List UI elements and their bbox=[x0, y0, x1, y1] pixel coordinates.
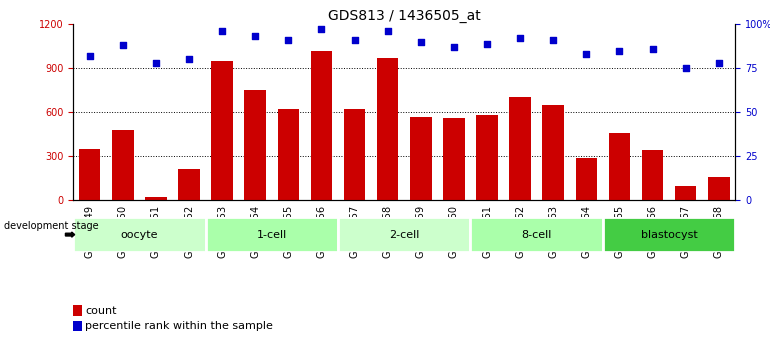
Text: GSM22656: GSM22656 bbox=[316, 205, 326, 258]
Bar bbox=[112, 130, 133, 200]
Text: GSM22666: GSM22666 bbox=[648, 205, 658, 258]
Bar bbox=[543, 105, 564, 200]
Text: 1-cell: 1-cell bbox=[256, 230, 287, 239]
Text: oocyte: oocyte bbox=[121, 230, 158, 239]
Bar bbox=[603, 217, 735, 252]
Text: GSM22660: GSM22660 bbox=[449, 205, 459, 258]
Text: count: count bbox=[85, 306, 117, 315]
Text: GSM22667: GSM22667 bbox=[681, 205, 691, 258]
Point bbox=[514, 36, 527, 41]
Bar bbox=[675, 186, 696, 200]
Text: percentile rank within the sample: percentile rank within the sample bbox=[85, 321, 273, 331]
Text: GSM22657: GSM22657 bbox=[350, 205, 360, 258]
Bar bbox=[245, 90, 266, 200]
Bar bbox=[79, 149, 100, 200]
Point bbox=[216, 28, 229, 34]
Point bbox=[713, 60, 725, 66]
Text: GSM22662: GSM22662 bbox=[515, 205, 525, 258]
Point bbox=[581, 51, 593, 57]
Bar bbox=[470, 217, 603, 252]
Bar bbox=[708, 177, 729, 200]
Bar bbox=[510, 97, 531, 200]
Text: GSM22661: GSM22661 bbox=[482, 205, 492, 258]
Text: GSM22654: GSM22654 bbox=[250, 205, 260, 258]
Text: GSM22649: GSM22649 bbox=[85, 205, 95, 258]
Point bbox=[84, 53, 96, 59]
Text: blastocyst: blastocyst bbox=[641, 230, 698, 239]
Title: GDS813 / 1436505_at: GDS813 / 1436505_at bbox=[328, 9, 480, 23]
Point bbox=[680, 66, 692, 71]
Text: GSM22655: GSM22655 bbox=[283, 205, 293, 258]
Bar bbox=[410, 117, 431, 200]
Point bbox=[647, 46, 659, 51]
Point bbox=[282, 37, 294, 43]
Point bbox=[183, 57, 196, 62]
Text: GSM22664: GSM22664 bbox=[581, 205, 591, 258]
Text: GSM22653: GSM22653 bbox=[217, 205, 227, 258]
Bar bbox=[642, 150, 663, 200]
Point bbox=[614, 48, 626, 53]
Bar bbox=[344, 109, 365, 200]
Bar bbox=[212, 61, 233, 200]
Text: GSM22652: GSM22652 bbox=[184, 205, 194, 258]
Point bbox=[149, 60, 162, 66]
Text: GSM22663: GSM22663 bbox=[548, 205, 558, 258]
Bar bbox=[311, 51, 332, 200]
Point bbox=[382, 28, 394, 34]
Text: GSM22665: GSM22665 bbox=[614, 205, 624, 258]
Point bbox=[547, 37, 560, 43]
Bar bbox=[576, 158, 597, 200]
Text: development stage: development stage bbox=[4, 221, 99, 231]
Text: GSM22651: GSM22651 bbox=[151, 205, 161, 258]
Bar bbox=[477, 115, 497, 200]
Text: GSM22659: GSM22659 bbox=[416, 205, 426, 258]
Bar bbox=[338, 217, 470, 252]
Bar bbox=[73, 217, 206, 252]
Text: GSM22658: GSM22658 bbox=[383, 205, 393, 258]
Point bbox=[480, 41, 494, 46]
Bar bbox=[609, 132, 630, 200]
Point bbox=[249, 34, 262, 39]
Point bbox=[117, 42, 129, 48]
Bar bbox=[146, 197, 166, 200]
Point bbox=[348, 37, 360, 43]
Bar bbox=[444, 118, 464, 200]
Text: GSM22668: GSM22668 bbox=[714, 205, 724, 258]
Text: 8-cell: 8-cell bbox=[521, 230, 552, 239]
Point bbox=[448, 44, 460, 50]
Bar bbox=[179, 169, 199, 200]
Text: GSM22650: GSM22650 bbox=[118, 205, 128, 258]
Bar bbox=[206, 217, 338, 252]
Bar bbox=[278, 109, 299, 200]
Text: 2-cell: 2-cell bbox=[389, 230, 420, 239]
Point bbox=[415, 39, 427, 45]
Bar bbox=[377, 58, 398, 200]
Point bbox=[316, 27, 328, 32]
